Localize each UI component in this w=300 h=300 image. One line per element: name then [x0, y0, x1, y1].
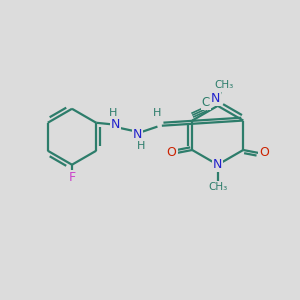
Text: N: N	[133, 128, 142, 141]
Text: C: C	[202, 96, 210, 110]
Text: O: O	[259, 146, 269, 159]
Text: H: H	[109, 108, 117, 118]
Text: CH₃: CH₃	[208, 182, 227, 191]
Text: O: O	[167, 146, 176, 159]
Text: F: F	[68, 172, 76, 184]
Text: CH₃: CH₃	[214, 80, 233, 90]
Text: H: H	[153, 108, 161, 118]
Text: N: N	[213, 158, 222, 171]
Text: H: H	[137, 141, 145, 151]
Text: N: N	[111, 118, 120, 131]
Text: N: N	[211, 92, 220, 105]
